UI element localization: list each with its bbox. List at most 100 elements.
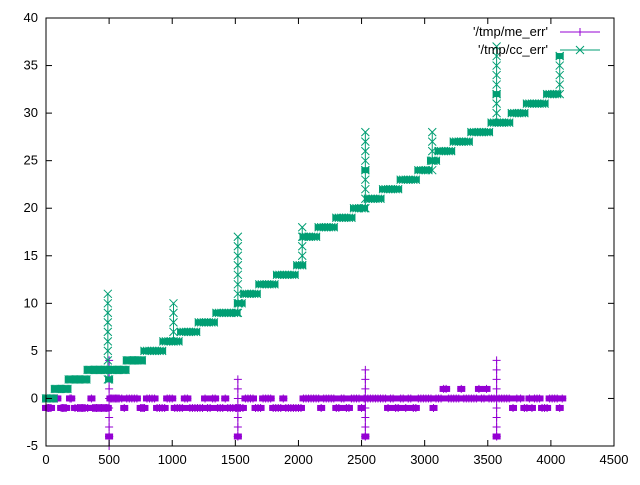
spike-marker [492,413,501,422]
data-point [62,403,71,412]
spike-marker [361,413,370,422]
data-point [393,184,403,194]
plot-marks [41,42,567,450]
data-point [49,394,58,403]
data-point [344,403,353,412]
data-point [376,194,385,204]
legend-label: '/tmp/cc_err' [478,42,548,57]
data-point [446,146,456,156]
legend-entry-1: '/tmp/me_err' [473,24,600,39]
spike-marker [492,403,501,412]
spike-marker [360,156,370,166]
legend-entry-2: '/tmp/cc_err' [478,42,600,57]
data-point [311,232,321,242]
spike-marker [233,384,242,393]
legend: '/tmp/me_err' '/tmp/cc_err' [473,24,600,57]
data-point [178,403,187,412]
y-tick-label: 5 [31,343,38,358]
data-point [540,99,549,108]
x-tick-label: 1500 [221,452,250,467]
spike-marker [103,318,113,327]
spike-marker [169,298,178,308]
spike-marker [169,308,178,318]
x-tick-label: 4000 [536,452,565,467]
data-point [520,108,529,118]
series-2 [41,42,565,403]
spike-marker [492,70,501,80]
spike-marker [360,184,370,194]
data-point [384,403,393,412]
x-tick-label: 500 [98,452,120,467]
spike-marker [427,127,437,137]
x-tick-label: 2500 [347,452,376,467]
spike-marker [103,356,113,365]
series-1 [42,356,567,450]
data-point [394,403,403,412]
data-point [232,308,241,318]
data-point [389,394,398,403]
data-point [361,432,370,441]
data-point [256,403,265,412]
data-point [484,127,494,137]
spike-marker [233,251,243,261]
data-point [329,394,338,403]
y-tick-label: 15 [24,248,38,263]
data-point [104,375,114,384]
data-point [174,337,183,346]
data-point [357,403,366,412]
spike-marker [360,146,370,156]
y-tick-label: 40 [24,10,38,25]
data-point [482,384,491,393]
data-point [201,394,210,403]
data-point [157,346,167,356]
data-point [105,432,114,441]
x-tick-label: 0 [42,452,49,467]
data-point [552,89,562,99]
data-point [82,375,91,384]
spike-marker [103,298,113,308]
spike-marker [555,70,565,80]
data-point [279,394,288,403]
data-point [206,403,215,412]
data-point [233,432,242,441]
spike-marker [492,99,501,108]
data-point [168,394,177,403]
data-point [527,403,536,412]
spike-marker [105,413,114,422]
data-point [209,318,219,327]
spike-marker [169,318,178,327]
x-tick-label: 3500 [473,452,502,467]
x-tick-label: 2000 [284,452,313,467]
x-tick-label: 4500 [600,452,629,467]
spike-marker [297,241,307,251]
spike-marker [297,222,307,232]
spike-marker [361,384,370,393]
data-point [442,384,451,393]
data-point [492,432,501,441]
spike-marker [360,127,370,137]
data-point [63,384,72,394]
spike-marker [555,61,565,70]
spike-marker [103,337,113,346]
data-point [504,118,514,127]
spike-marker [297,251,307,261]
legend-label: '/tmp/me_err' [473,24,548,39]
data-point [555,51,565,61]
data-point [429,403,438,412]
data-point [191,327,201,337]
data-point [290,270,300,280]
spike-marker [233,232,243,242]
data-point [237,298,246,308]
data-point [183,394,192,403]
spike-marker [103,327,113,337]
legend-marker [575,45,585,55]
data-point [424,165,433,175]
spike-marker [360,175,370,185]
spike-marker [233,241,243,251]
data-point [543,403,552,412]
data-point [431,156,441,166]
y-tick-label: 35 [24,58,38,73]
data-point [317,403,326,412]
spike-marker [492,108,501,118]
